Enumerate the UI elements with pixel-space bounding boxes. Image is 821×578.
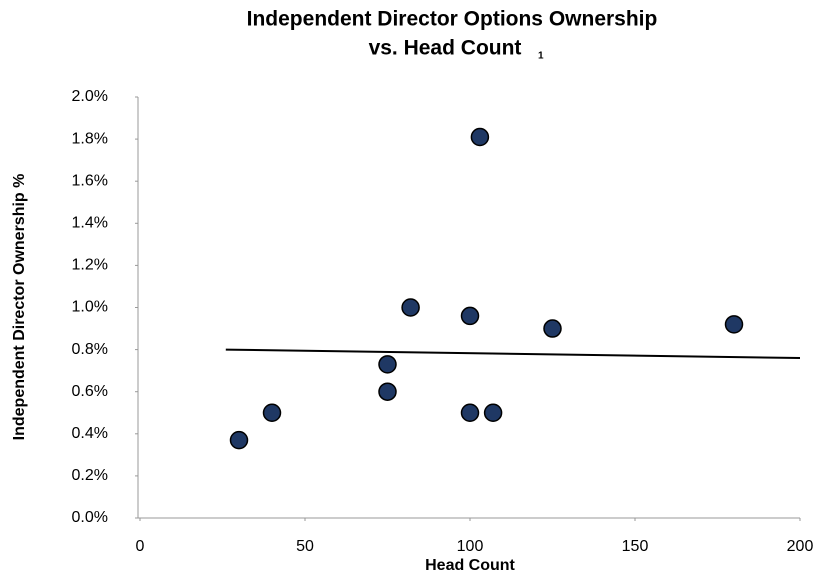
y-tick-label: 0.0%: [72, 509, 108, 526]
title-footnote: 1: [538, 51, 544, 62]
y-tick-label: 0.6%: [72, 383, 108, 400]
point: [229, 430, 249, 450]
chart-title: Independent Director Options Ownership: [247, 8, 658, 31]
point: [483, 403, 503, 422]
point: [543, 319, 562, 338]
x-axis-label: Head Count: [425, 557, 515, 574]
y-tick-label: 2.0%: [72, 88, 108, 105]
chart-subtitle: vs. Head Count: [369, 37, 522, 60]
point: [470, 127, 490, 147]
y-tick-label: 1.8%: [72, 130, 108, 147]
y-tick-label: 0.8%: [72, 341, 108, 358]
x-tick-label: 150: [622, 538, 649, 555]
trendline: [225, 348, 801, 360]
x-tick-label: 0: [136, 538, 145, 555]
y-tick-label: 1.2%: [72, 257, 108, 274]
y-tick-label: 0.2%: [72, 467, 108, 484]
y-axis-label: Independent Director Ownership %: [11, 174, 28, 441]
point: [378, 382, 397, 401]
point: [262, 403, 282, 422]
point: [401, 298, 420, 317]
y-tick-label: 1.6%: [72, 172, 108, 189]
y-tick-label: 1.4%: [72, 215, 108, 232]
point: [460, 306, 480, 326]
x-tick-label: 100: [457, 538, 484, 555]
point: [460, 403, 480, 422]
y-tick-label: 1.0%: [72, 299, 108, 316]
point: [724, 315, 744, 334]
x-tick-label: 50: [296, 538, 314, 555]
point: [378, 355, 397, 374]
y-tick-label: 0.4%: [72, 425, 108, 442]
x-tick-label: 200: [787, 538, 814, 555]
